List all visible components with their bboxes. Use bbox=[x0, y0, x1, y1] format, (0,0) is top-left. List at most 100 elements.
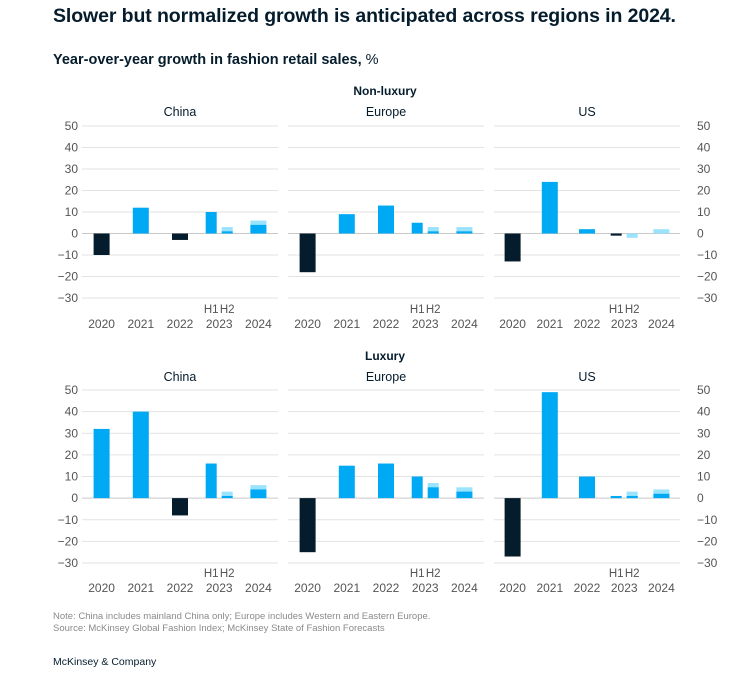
y-tick-label-left: 40 bbox=[65, 141, 79, 155]
bar-2021 bbox=[541, 392, 558, 499]
y-tick-label-left: −20 bbox=[58, 270, 79, 284]
y-tick-label-left: 30 bbox=[65, 162, 79, 176]
half-label-h1: H1 bbox=[410, 568, 425, 580]
y-tick-label-right: −30 bbox=[697, 291, 718, 305]
y-tick-label-right: 40 bbox=[697, 141, 711, 155]
y-tick-label-left: 50 bbox=[65, 119, 79, 133]
region-label-china: China bbox=[164, 105, 197, 119]
bar-2023-h2-forecast bbox=[626, 491, 638, 499]
half-label-h1: H1 bbox=[410, 304, 425, 316]
bar-2023-h2-forecast bbox=[626, 233, 638, 238]
bar-2023-h2 bbox=[221, 231, 233, 234]
bar-2023-h1 bbox=[205, 212, 217, 234]
bar-2020 bbox=[299, 498, 316, 553]
y-tick-label-left: 50 bbox=[65, 383, 79, 397]
bar-2021 bbox=[132, 207, 149, 234]
half-label-h2: H2 bbox=[220, 568, 235, 580]
y-tick-label-right: −20 bbox=[697, 534, 718, 548]
y-tick-label-left: 10 bbox=[65, 470, 79, 484]
x-tick-label-2022: 2022 bbox=[373, 581, 400, 595]
x-tick-label-2022: 2022 bbox=[574, 581, 601, 595]
x-tick-label-2024: 2024 bbox=[245, 317, 272, 331]
bar-2024-forecast bbox=[456, 227, 473, 234]
half-label-h2: H2 bbox=[426, 304, 441, 316]
brand-logo-text: McKinsey & Company bbox=[53, 656, 157, 668]
y-tick-label-right: −20 bbox=[697, 270, 718, 284]
half-label-h2: H2 bbox=[625, 304, 640, 316]
x-tick-label-2024: 2024 bbox=[451, 581, 478, 595]
bar-2020 bbox=[504, 233, 521, 262]
y-tick-label-right: −10 bbox=[697, 513, 718, 527]
region-label-europe: Europe bbox=[366, 105, 406, 119]
x-tick-label-2020: 2020 bbox=[499, 581, 526, 595]
group-title-non-luxury: Non-luxury bbox=[353, 84, 417, 98]
x-tick-label-2022: 2022 bbox=[167, 581, 194, 595]
x-tick-label-2023: 2023 bbox=[611, 317, 638, 331]
y-tick-label-left: −30 bbox=[58, 291, 79, 305]
region-label-china: China bbox=[164, 370, 197, 384]
x-tick-label-2020: 2020 bbox=[88, 581, 115, 595]
bar-2020 bbox=[504, 498, 521, 557]
x-tick-label-2020: 2020 bbox=[88, 317, 115, 331]
y-tick-label-right: −30 bbox=[697, 556, 718, 570]
half-label-h2: H2 bbox=[426, 568, 441, 580]
x-tick-label-2023: 2023 bbox=[412, 317, 439, 331]
y-tick-label-left: 10 bbox=[65, 205, 79, 219]
bar-2024 bbox=[250, 489, 267, 499]
bar-2020 bbox=[93, 428, 110, 499]
y-tick-label-right: 20 bbox=[697, 184, 711, 198]
subtitle-main: Year-over-year growth in fashion retail … bbox=[53, 52, 362, 68]
x-tick-label-2024: 2024 bbox=[245, 581, 272, 595]
y-tick-label-left: −20 bbox=[58, 534, 79, 548]
y-tick-label-right: 20 bbox=[697, 448, 711, 462]
footnote-note: Note: China includes mainland China only… bbox=[53, 611, 431, 622]
bar-2023-h2-forecast bbox=[427, 227, 439, 234]
y-tick-label-right: 30 bbox=[697, 162, 711, 176]
bar-2022 bbox=[172, 498, 188, 516]
bar-2023-h2 bbox=[427, 231, 439, 234]
region-label-us: US bbox=[578, 370, 595, 384]
y-tick-label-left: 0 bbox=[71, 491, 78, 505]
y-tick-label-left: −10 bbox=[58, 248, 79, 262]
half-label-h1: H1 bbox=[204, 568, 219, 580]
bar-2023-h1 bbox=[411, 222, 423, 234]
x-tick-label-2020: 2020 bbox=[294, 317, 321, 331]
bar-2023-h2 bbox=[626, 495, 638, 499]
x-tick-label-2023: 2023 bbox=[206, 317, 233, 331]
region-label-europe: Europe bbox=[366, 370, 406, 384]
y-tick-label-right: 50 bbox=[697, 383, 711, 397]
x-tick-label-2021: 2021 bbox=[536, 317, 563, 331]
half-label-h1: H1 bbox=[609, 304, 624, 316]
y-tick-label-right: −10 bbox=[697, 248, 718, 262]
bar-2023-h2-forecast bbox=[221, 227, 233, 234]
x-tick-label-2022: 2022 bbox=[167, 317, 194, 331]
bar-2023-h1 bbox=[205, 463, 217, 499]
bar-2023-h2 bbox=[221, 495, 233, 499]
y-tick-label-right: 0 bbox=[697, 227, 704, 241]
bar-2021 bbox=[541, 181, 558, 234]
x-tick-label-2021: 2021 bbox=[127, 317, 154, 331]
bar-2020 bbox=[93, 233, 110, 255]
footnote: Note: China includes mainland China only… bbox=[53, 611, 430, 635]
bar-2023-h1 bbox=[610, 233, 622, 236]
y-tick-label-left: 0 bbox=[71, 227, 78, 241]
y-tick-label-left: 20 bbox=[65, 448, 79, 462]
x-tick-label-2021: 2021 bbox=[127, 581, 154, 595]
bar-2022 bbox=[378, 205, 394, 234]
bar-2021 bbox=[132, 411, 149, 499]
x-tick-label-2023: 2023 bbox=[412, 581, 439, 595]
x-tick-label-2022: 2022 bbox=[373, 317, 400, 331]
x-tick-label-2024: 2024 bbox=[451, 317, 478, 331]
bar-2024 bbox=[250, 224, 267, 234]
bar-2022 bbox=[378, 463, 394, 499]
x-tick-label-2023: 2023 bbox=[611, 581, 638, 595]
x-tick-label-2020: 2020 bbox=[294, 581, 321, 595]
region-label-us: US bbox=[578, 105, 595, 119]
bar-2021 bbox=[338, 214, 355, 234]
half-label-h1: H1 bbox=[204, 304, 219, 316]
x-tick-label-2021: 2021 bbox=[333, 581, 360, 595]
y-tick-label-left: 30 bbox=[65, 426, 79, 440]
y-tick-label-right: 50 bbox=[697, 119, 711, 133]
y-tick-label-right: 0 bbox=[697, 491, 704, 505]
x-tick-label-2022: 2022 bbox=[574, 317, 601, 331]
